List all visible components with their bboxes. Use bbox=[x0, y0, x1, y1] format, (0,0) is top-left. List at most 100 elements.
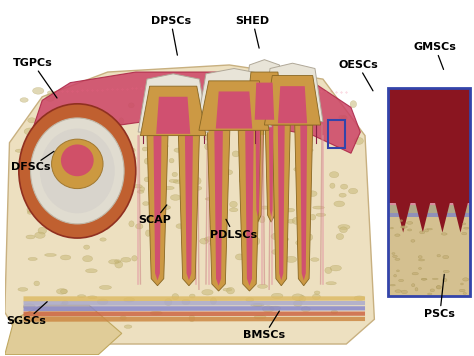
Ellipse shape bbox=[411, 240, 415, 242]
Ellipse shape bbox=[392, 255, 397, 258]
Ellipse shape bbox=[18, 288, 28, 291]
Polygon shape bbox=[5, 65, 374, 344]
Ellipse shape bbox=[124, 298, 135, 302]
Text: DFSCs: DFSCs bbox=[11, 151, 54, 172]
Ellipse shape bbox=[306, 148, 313, 152]
Ellipse shape bbox=[59, 171, 70, 176]
Ellipse shape bbox=[100, 135, 109, 141]
Ellipse shape bbox=[136, 224, 143, 229]
Ellipse shape bbox=[163, 186, 174, 190]
Ellipse shape bbox=[432, 278, 438, 279]
Ellipse shape bbox=[230, 94, 237, 99]
Ellipse shape bbox=[339, 115, 346, 119]
Ellipse shape bbox=[97, 299, 108, 305]
Polygon shape bbox=[435, 203, 450, 232]
Ellipse shape bbox=[189, 315, 195, 322]
Ellipse shape bbox=[202, 289, 213, 295]
Ellipse shape bbox=[427, 228, 432, 230]
Ellipse shape bbox=[437, 255, 440, 257]
Ellipse shape bbox=[215, 213, 221, 218]
Polygon shape bbox=[216, 91, 252, 129]
Ellipse shape bbox=[428, 293, 432, 295]
Ellipse shape bbox=[463, 223, 466, 225]
Ellipse shape bbox=[171, 195, 181, 200]
Ellipse shape bbox=[88, 296, 97, 299]
Ellipse shape bbox=[313, 206, 324, 209]
Ellipse shape bbox=[464, 227, 469, 229]
Ellipse shape bbox=[79, 219, 91, 222]
Polygon shape bbox=[207, 130, 230, 291]
Ellipse shape bbox=[86, 208, 94, 215]
Ellipse shape bbox=[312, 294, 320, 300]
Ellipse shape bbox=[164, 299, 172, 305]
Ellipse shape bbox=[463, 278, 469, 281]
Ellipse shape bbox=[272, 250, 278, 254]
Ellipse shape bbox=[83, 245, 90, 249]
Ellipse shape bbox=[174, 148, 182, 152]
Text: GMSCs: GMSCs bbox=[414, 42, 456, 69]
Ellipse shape bbox=[251, 195, 256, 202]
Ellipse shape bbox=[144, 158, 150, 164]
Ellipse shape bbox=[257, 284, 268, 288]
Ellipse shape bbox=[57, 146, 69, 149]
Polygon shape bbox=[140, 86, 206, 136]
Polygon shape bbox=[147, 136, 168, 286]
Ellipse shape bbox=[36, 207, 46, 210]
Ellipse shape bbox=[270, 306, 281, 310]
Ellipse shape bbox=[227, 287, 235, 294]
Ellipse shape bbox=[443, 255, 449, 259]
Ellipse shape bbox=[350, 101, 356, 108]
Ellipse shape bbox=[415, 288, 418, 291]
Ellipse shape bbox=[119, 118, 124, 124]
Ellipse shape bbox=[204, 126, 210, 130]
Polygon shape bbox=[252, 121, 264, 222]
Ellipse shape bbox=[168, 102, 179, 106]
Ellipse shape bbox=[74, 319, 82, 323]
Ellipse shape bbox=[208, 101, 215, 105]
Polygon shape bbox=[278, 125, 285, 281]
Ellipse shape bbox=[190, 294, 195, 298]
Ellipse shape bbox=[178, 135, 183, 141]
Polygon shape bbox=[269, 121, 273, 217]
Ellipse shape bbox=[23, 304, 35, 309]
Ellipse shape bbox=[81, 194, 85, 199]
Ellipse shape bbox=[296, 240, 307, 246]
Ellipse shape bbox=[330, 183, 335, 188]
Ellipse shape bbox=[259, 87, 271, 94]
Ellipse shape bbox=[271, 233, 283, 240]
Ellipse shape bbox=[401, 226, 405, 228]
Polygon shape bbox=[156, 97, 190, 134]
Ellipse shape bbox=[121, 257, 131, 262]
Ellipse shape bbox=[308, 234, 313, 240]
Ellipse shape bbox=[399, 279, 404, 282]
Polygon shape bbox=[238, 130, 261, 291]
Ellipse shape bbox=[144, 177, 151, 182]
Ellipse shape bbox=[78, 182, 85, 187]
Ellipse shape bbox=[248, 153, 255, 157]
Ellipse shape bbox=[354, 137, 364, 145]
Ellipse shape bbox=[159, 133, 164, 138]
Ellipse shape bbox=[153, 268, 160, 273]
Ellipse shape bbox=[172, 294, 179, 300]
Ellipse shape bbox=[62, 319, 72, 324]
Ellipse shape bbox=[77, 295, 86, 298]
Polygon shape bbox=[264, 75, 320, 125]
Ellipse shape bbox=[182, 299, 190, 305]
Ellipse shape bbox=[150, 311, 162, 315]
Ellipse shape bbox=[81, 222, 91, 227]
Ellipse shape bbox=[462, 232, 467, 235]
Ellipse shape bbox=[340, 184, 348, 189]
Ellipse shape bbox=[52, 139, 103, 189]
Ellipse shape bbox=[47, 91, 53, 94]
Polygon shape bbox=[396, 203, 410, 232]
Ellipse shape bbox=[401, 290, 408, 294]
Polygon shape bbox=[24, 312, 365, 316]
Polygon shape bbox=[24, 306, 365, 311]
Ellipse shape bbox=[251, 303, 262, 307]
Ellipse shape bbox=[45, 253, 56, 256]
Ellipse shape bbox=[158, 144, 168, 148]
Ellipse shape bbox=[310, 258, 319, 261]
Polygon shape bbox=[255, 83, 274, 120]
Ellipse shape bbox=[122, 153, 128, 157]
Ellipse shape bbox=[100, 286, 111, 289]
